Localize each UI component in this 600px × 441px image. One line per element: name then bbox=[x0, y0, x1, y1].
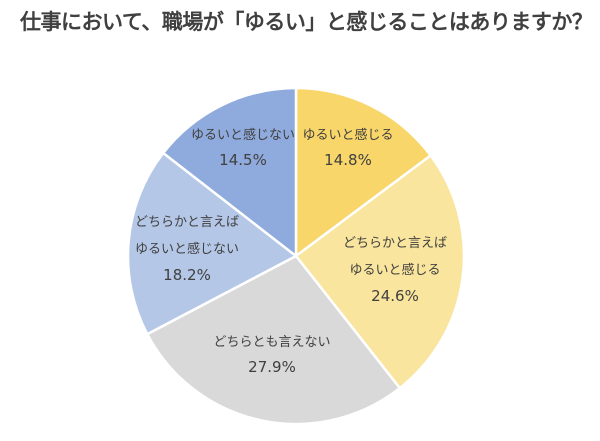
slice-value-label: 24.6% bbox=[371, 287, 419, 305]
pie-slice bbox=[162, 86, 298, 258]
pie-slice bbox=[294, 154, 466, 390]
slice-label: どちらかと言えば bbox=[135, 215, 239, 230]
pie-slice bbox=[294, 86, 432, 258]
slice-value-label: 14.5% bbox=[219, 151, 267, 169]
slice-label: ゆるいと感じない bbox=[191, 127, 295, 143]
pie-labels: ゆるいと感じる14.8%どちらかと言えばゆるいと感じる24.6%どちらとも言えな… bbox=[135, 127, 447, 376]
slice-label: どちらとも言えない bbox=[213, 335, 330, 350]
slice-label: ゆるいと感じる bbox=[302, 127, 393, 143]
slice-value-label: 27.9% bbox=[248, 358, 296, 376]
slice-value-label: 14.8% bbox=[324, 151, 372, 169]
slice-label: どちらかと言えば bbox=[343, 236, 447, 251]
slice-label: ゆるいと感じる bbox=[349, 262, 440, 278]
pie-slices bbox=[126, 86, 466, 426]
slice-value-label: 18.2% bbox=[163, 266, 211, 284]
slice-label: ゆるいと感じない bbox=[135, 241, 239, 257]
pie-slice bbox=[146, 254, 402, 426]
chart-title: 仕事において、職場が「ゆるい」と感じることはありますか？ bbox=[20, 10, 593, 34]
pie-slice bbox=[126, 151, 298, 336]
